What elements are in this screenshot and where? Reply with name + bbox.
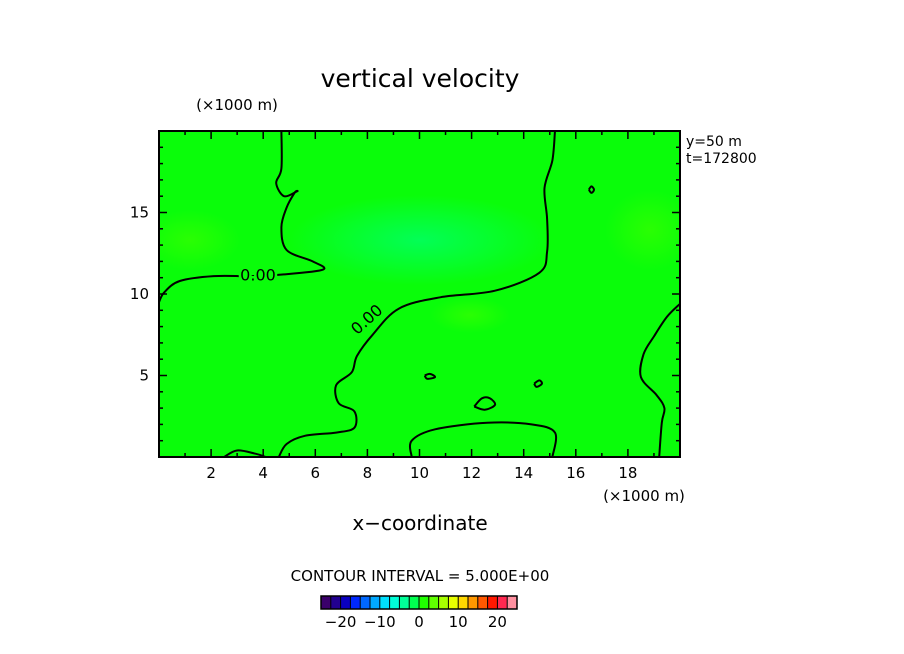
x-tick-label: 6 <box>311 464 321 482</box>
colorbar-swatch <box>468 596 479 609</box>
contour-line <box>277 131 556 457</box>
contour-line <box>473 396 497 411</box>
contour-line <box>533 379 543 388</box>
colorbar-tick-label: −10 <box>364 613 396 631</box>
x-tick-label: 18 <box>618 464 637 482</box>
contour-label: 0.00 <box>240 266 276 285</box>
contour-line <box>408 421 558 457</box>
x-tick-label: 2 <box>206 464 216 482</box>
colorbar-swatch <box>487 596 498 609</box>
contour-line <box>423 372 437 380</box>
x-tick-label: 4 <box>258 464 268 482</box>
contour-interval-text: CONTOUR INTERVAL = 5.000E+00 <box>291 567 550 585</box>
colorbar-tick-label: 10 <box>449 613 468 631</box>
colorbar-swatch <box>389 596 400 609</box>
x-tick-label: 16 <box>566 464 585 482</box>
colorbar-swatch <box>507 596 518 609</box>
time-annotation: t=172800 <box>686 151 757 167</box>
y-tick-label: 15 <box>130 204 149 222</box>
colorbar-swatch <box>399 596 410 609</box>
x-unit-label: (×1000 m) <box>603 487 685 505</box>
x-tick-label: 14 <box>514 464 533 482</box>
y-position-annotation: y=50 m <box>686 134 742 150</box>
colorbar-tick-label: −20 <box>325 613 357 631</box>
colorbar-swatch <box>379 596 390 609</box>
colorbar-swatch <box>438 596 449 609</box>
colorbar-swatch <box>497 596 508 609</box>
colorbar-swatch <box>409 596 420 609</box>
field-blob <box>605 190 680 270</box>
field-blob <box>290 195 550 285</box>
colorbar-swatch <box>321 596 332 609</box>
x-tick-label: 8 <box>363 464 373 482</box>
x-tick-label: 10 <box>410 464 429 482</box>
colorbar-swatch <box>419 596 430 609</box>
field-background <box>159 131 680 457</box>
colorbar-swatch <box>350 596 361 609</box>
colorbar-swatch <box>360 596 371 609</box>
x-axis-label: x−coordinate <box>352 511 487 535</box>
field-blob <box>430 297 510 333</box>
axis-ticks: 2 4 6 8 10 12 14 16 18 5 10 15 <box>130 131 681 482</box>
contour-lines <box>159 131 680 457</box>
x-tick-label: 12 <box>462 464 481 482</box>
chart-title: vertical velocity <box>321 64 520 93</box>
colorbar-swatch <box>330 596 341 609</box>
y-tick-label: 5 <box>139 367 149 385</box>
y-unit-label: (×1000 m) <box>196 96 278 114</box>
colorbar-tick-label: 0 <box>414 613 424 631</box>
contour-line <box>639 303 680 457</box>
colorbar-swatch <box>448 596 459 609</box>
y-tick-label: 10 <box>130 285 149 303</box>
field-blob <box>159 210 240 270</box>
colorbar-tick-label: 20 <box>488 613 507 631</box>
colorbar-swatch <box>477 596 488 609</box>
contour-line <box>223 449 267 457</box>
contour-line <box>159 131 326 303</box>
colorbar-frame <box>320 595 518 610</box>
colorbar: −20 −10 0 10 20 <box>320 595 518 631</box>
colorbar-swatch <box>370 596 381 609</box>
colorbar-swatch <box>458 596 469 609</box>
colorbar-swatch <box>428 596 439 609</box>
colorbar-swatch <box>340 596 351 609</box>
velocity-field <box>159 131 680 457</box>
contour-line <box>587 185 596 194</box>
